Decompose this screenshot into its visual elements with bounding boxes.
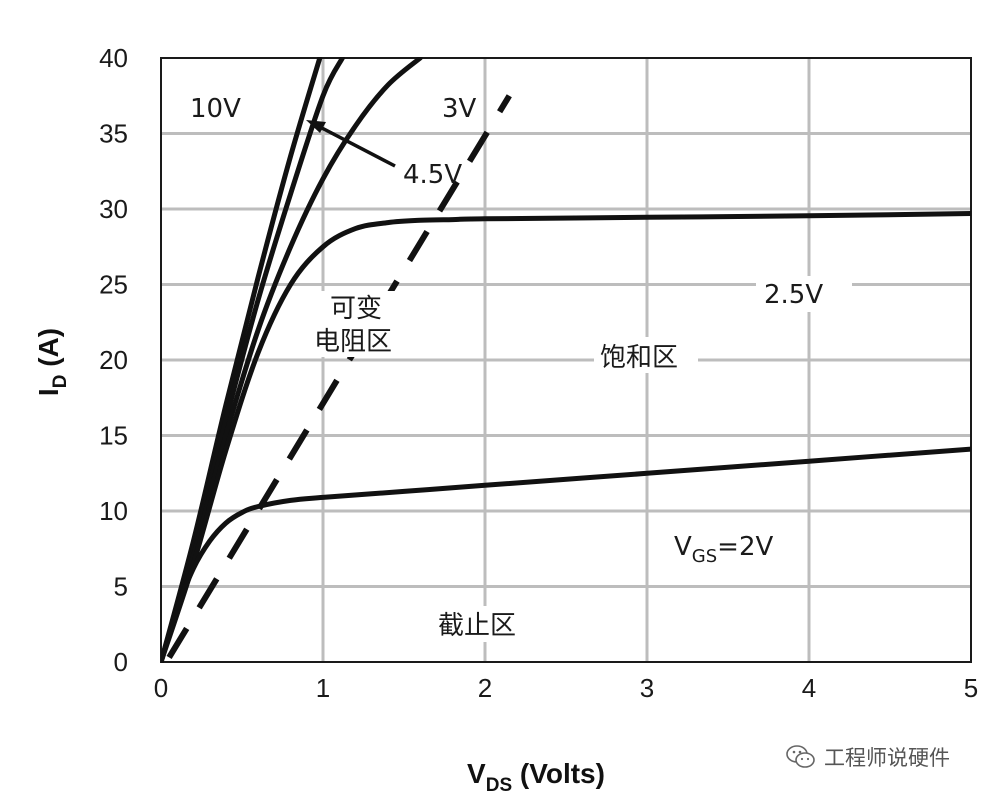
linear-region-label-2: 电阻区 [314,327,392,357]
y-tick-label: 5 [114,572,128,602]
linear-region-label-1: 可变 [330,294,382,324]
y-tick-label: 10 [99,496,128,526]
pointer-arrowhead [306,120,326,133]
y-tick-label: 0 [114,647,128,677]
curve-2-5v [161,211,971,663]
curves [161,57,971,663]
label-vgs-2v: VGS=2V [674,532,773,567]
watermark-text: 工程师说硬件 [824,746,950,770]
y-axis-label: ID (A) [33,328,71,396]
saturation-region-label: 饱和区 [600,343,678,373]
label-2-5v: 2.5V [764,280,823,310]
pointer-4-5v [317,124,396,168]
watermark: 工程师说硬件 [786,742,950,772]
x-axis-label: VDS (Volts) [467,758,605,796]
y-tick-label: 30 [99,194,128,224]
plot-frame [160,57,972,663]
cutoff-region-label: 截止区 [438,611,516,641]
y-tick-label: 25 [99,270,128,300]
region-boundary-dashed-line [166,94,512,660]
saturation-region-bg [594,337,698,373]
x-tick-label: 2 [478,673,492,703]
x-tick-label: 3 [640,673,654,703]
axis-ticks: 0 1 2 3 4 5 0 5 10 15 20 25 30 35 40 [99,43,978,703]
label-3v: 3V [442,94,477,124]
wechat-icon [786,745,815,768]
label-4-5v: 4.5V [403,160,462,190]
y-tick-label: 35 [99,119,128,149]
y-tick-label: 40 [99,43,128,73]
linear-region-bg [310,291,410,357]
grid [161,58,971,662]
x-tick-label: 0 [154,673,168,703]
label-2-5v-bg [756,276,852,312]
y-tick-label: 20 [99,345,128,375]
x-tick-label: 4 [802,673,816,703]
vgs-label-bg [668,530,792,566]
x-tick-label: 5 [964,673,978,703]
cutoff-region-bg [432,606,536,642]
x-tick-label: 1 [316,673,330,703]
label-10v: 10V [190,94,241,124]
curve-vgs-2v [161,446,971,663]
y-tick-label: 15 [99,421,128,451]
